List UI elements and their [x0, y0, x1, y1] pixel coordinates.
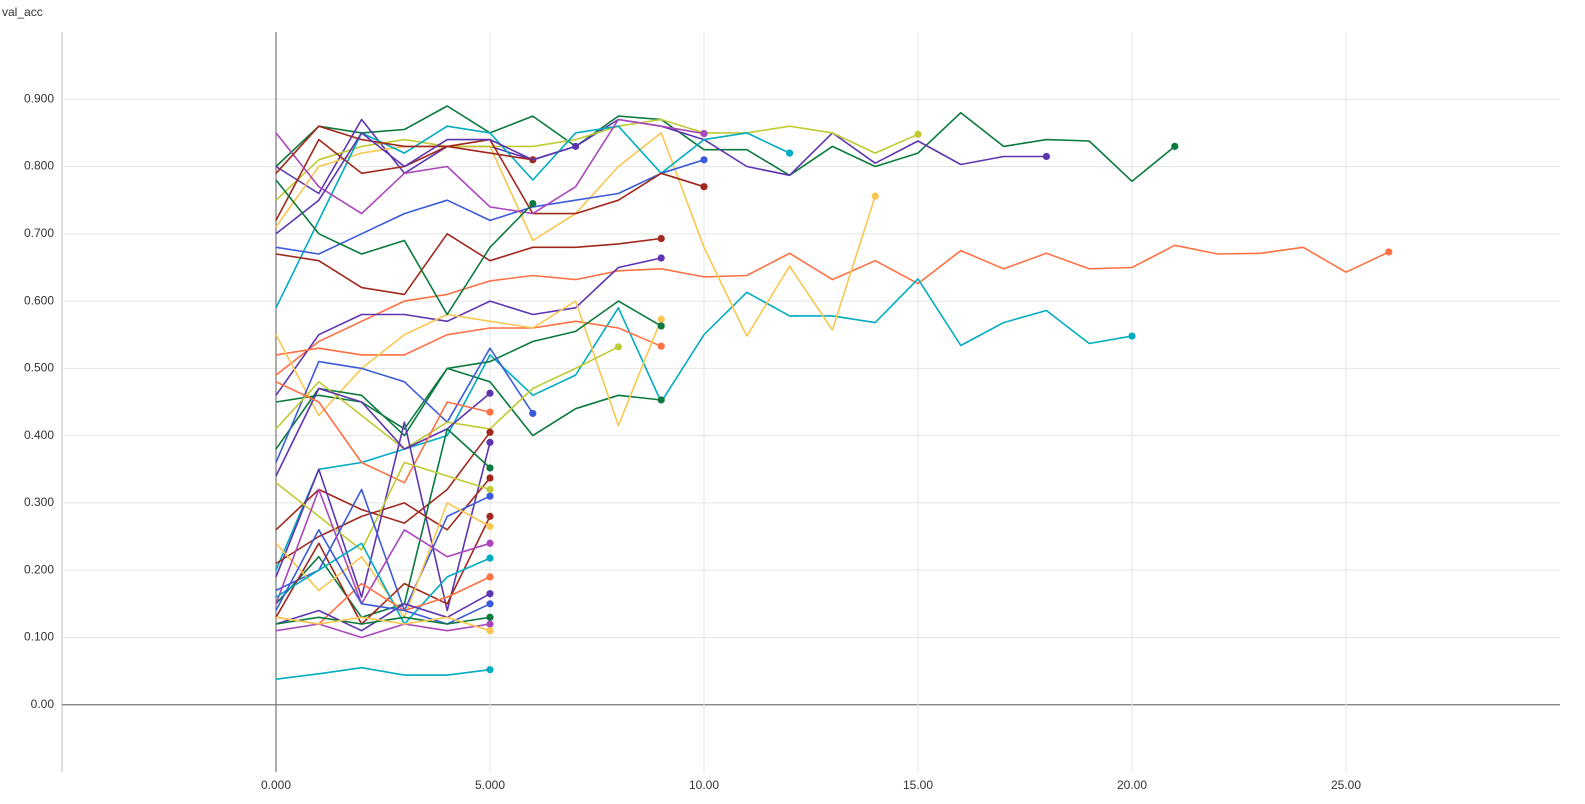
- x-tick-label: 25.00: [1331, 778, 1361, 792]
- series-line: [275, 179, 534, 316]
- series-line: [275, 233, 662, 296]
- series-line: [275, 623, 491, 639]
- y-tick-label: 0.900: [24, 91, 54, 105]
- series-end-dot: [486, 485, 494, 494]
- series-line: [275, 592, 491, 632]
- series-line: [275, 159, 705, 255]
- series-end-dot: [486, 389, 494, 397]
- series-end-dot: [1042, 152, 1050, 161]
- series-end-dot: [486, 464, 494, 472]
- series-end-dot: [486, 522, 494, 531]
- y-tick-label: 0.200: [24, 562, 54, 576]
- series-line: [275, 529, 491, 625]
- series-end-dot: [657, 234, 665, 243]
- series-end-dot: [657, 322, 665, 330]
- series-end-dot: [486, 554, 494, 562]
- series-line: [275, 118, 705, 215]
- series-end-dot: [700, 183, 708, 191]
- series-line: [275, 431, 491, 531]
- y-tick-label: 0.300: [24, 495, 54, 509]
- series-end-dot: [486, 408, 494, 416]
- series-end-dot: [486, 590, 494, 598]
- series-line: [275, 132, 576, 235]
- series-end-dot: [657, 254, 665, 262]
- series-line: [275, 488, 491, 612]
- y-tick-label: 0.500: [24, 361, 54, 375]
- series-line: [275, 502, 491, 619]
- series-end-dot: [1128, 332, 1136, 340]
- series-line: [275, 347, 534, 463]
- series-end-dot: [657, 396, 665, 404]
- series-end-dot: [486, 573, 494, 581]
- series-line: [275, 257, 662, 396]
- x-tick-label: 15.00: [903, 778, 933, 792]
- series-line: [275, 300, 662, 450]
- series-line: [275, 132, 876, 337]
- x-tick-label: 10.00: [689, 778, 719, 792]
- series-end-dot: [871, 192, 879, 200]
- series-line: [275, 320, 662, 356]
- series-line: [275, 666, 491, 680]
- series-line: [275, 381, 491, 484]
- series-end-dot: [486, 627, 494, 635]
- series-end-dot: [486, 492, 494, 500]
- series-end-dot: [486, 620, 494, 628]
- series-line: [275, 125, 790, 309]
- series-end-dot: [486, 474, 494, 482]
- series-end-dot: [486, 438, 494, 446]
- series-end-dot: [529, 199, 537, 208]
- series-end-dot: [700, 129, 708, 138]
- series-line: [275, 278, 1133, 571]
- series-end-dot: [486, 428, 494, 436]
- x-tick-label: 5.000: [475, 778, 505, 792]
- series-line: [275, 125, 533, 174]
- series-end-dot: [1385, 248, 1393, 256]
- series-line: [275, 542, 491, 625]
- series-end-dot: [914, 130, 922, 138]
- series-end-dot: [486, 666, 494, 674]
- y-tick-label: 0.600: [24, 293, 54, 307]
- y-tick-label: 0.400: [24, 428, 54, 442]
- series-line: [275, 346, 619, 450]
- series-end-dot: [657, 315, 665, 323]
- y-tick-label: 0.00: [31, 697, 55, 711]
- x-tick-label: 20.00: [1117, 778, 1147, 792]
- series-end-dot: [700, 156, 708, 164]
- series-line: [275, 516, 491, 625]
- chart-title: val_acc: [2, 5, 43, 19]
- series-end-dot: [486, 613, 494, 621]
- series-line: [275, 387, 491, 477]
- series-end-dot: [786, 149, 794, 157]
- series-line: [275, 616, 491, 632]
- series-line: [275, 105, 1176, 183]
- series-end-dot: [529, 409, 537, 418]
- y-tick-label: 0.800: [24, 159, 54, 173]
- series-end-dot: [486, 539, 494, 547]
- y-tick-label: 0.700: [24, 226, 54, 240]
- series-line: [275, 488, 491, 605]
- series-end-dot: [486, 600, 494, 608]
- y-tick-label: 0.100: [24, 630, 54, 644]
- series-line: [275, 244, 1390, 376]
- x-tick-label: 0.000: [261, 778, 291, 792]
- series-line: [275, 477, 491, 565]
- series-end-dot: [657, 342, 665, 350]
- series-line: [275, 428, 491, 619]
- series-end-dot: [572, 142, 580, 150]
- series-end-dot: [1171, 142, 1179, 150]
- series-end-dot: [486, 512, 494, 520]
- series-end-dot: [614, 343, 623, 351]
